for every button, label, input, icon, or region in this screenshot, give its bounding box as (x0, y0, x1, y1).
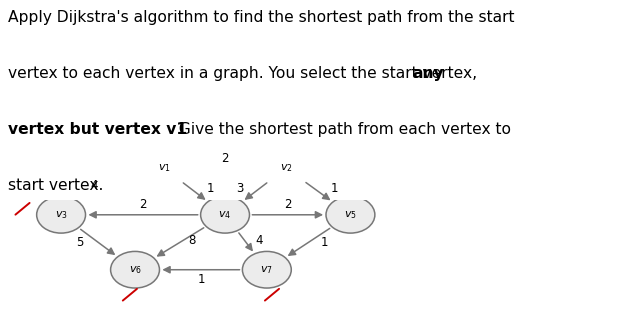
Ellipse shape (111, 251, 159, 288)
Text: 2: 2 (284, 198, 291, 211)
Text: 4: 4 (91, 179, 98, 192)
Text: $v_7$: $v_7$ (260, 264, 273, 276)
Ellipse shape (262, 150, 311, 186)
Text: any: any (413, 66, 444, 81)
Text: 4: 4 (255, 234, 262, 247)
Text: 5: 5 (77, 236, 84, 249)
Text: vertex but vertex v1: vertex but vertex v1 (8, 122, 187, 137)
Ellipse shape (242, 251, 291, 288)
Text: . Give the shortest path from each vertex to: . Give the shortest path from each verte… (169, 122, 511, 137)
Text: $v_2$: $v_2$ (280, 162, 293, 174)
Text: vertex to each vertex in a graph. You select the start vertex,: vertex to each vertex in a graph. You se… (8, 66, 482, 81)
Text: Apply Dijkstra's algorithm to find the shortest path from the start: Apply Dijkstra's algorithm to find the s… (8, 10, 514, 25)
Text: 3: 3 (236, 181, 243, 195)
Text: 2: 2 (140, 198, 147, 211)
Text: 1: 1 (207, 181, 214, 195)
Ellipse shape (140, 150, 188, 186)
Text: 8: 8 (188, 234, 195, 247)
Text: 2: 2 (221, 152, 229, 165)
Text: $v_4$: $v_4$ (219, 209, 231, 221)
Text: $v_1$: $v_1$ (158, 162, 170, 174)
Text: 1: 1 (197, 273, 204, 286)
Text: start vertex.: start vertex. (8, 177, 103, 192)
Ellipse shape (201, 196, 249, 233)
Text: $v_3$: $v_3$ (55, 209, 68, 221)
Ellipse shape (326, 196, 375, 233)
Text: $v_5$: $v_5$ (344, 209, 357, 221)
Ellipse shape (37, 196, 86, 233)
Text: $v_6$: $v_6$ (129, 264, 141, 276)
Text: 1: 1 (331, 181, 338, 195)
Text: 1: 1 (321, 236, 329, 249)
